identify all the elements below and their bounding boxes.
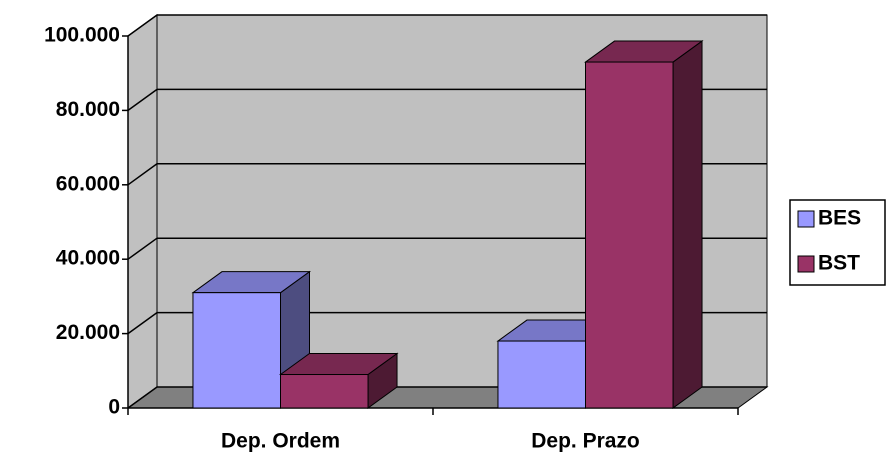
y-tick-label: 40.000 xyxy=(56,247,120,270)
grid-line xyxy=(127,311,767,335)
x-tick-label: Dep. Prazo xyxy=(531,430,640,453)
bar xyxy=(280,374,369,409)
bar xyxy=(497,340,586,409)
grid-line xyxy=(127,88,767,112)
bar xyxy=(585,61,674,409)
legend-label: BES xyxy=(818,207,861,230)
bar-side xyxy=(672,40,703,409)
x-tick-label: Dep. Ordem xyxy=(221,430,340,453)
bar xyxy=(192,292,281,409)
y-tick-label: 100.000 xyxy=(44,24,120,47)
y-tick-label: 80.000 xyxy=(56,98,120,121)
grid-line xyxy=(127,14,767,37)
y-tick-label: 0 xyxy=(108,396,120,419)
legend-swatch xyxy=(797,210,815,228)
grid-line xyxy=(127,237,767,260)
y-tick-label: 60.000 xyxy=(56,172,120,195)
y-tick-label: 20.000 xyxy=(56,321,120,344)
legend-label: BST xyxy=(818,252,860,275)
legend-swatch xyxy=(797,255,815,273)
grid-line xyxy=(127,163,767,186)
side-wall xyxy=(127,14,158,409)
